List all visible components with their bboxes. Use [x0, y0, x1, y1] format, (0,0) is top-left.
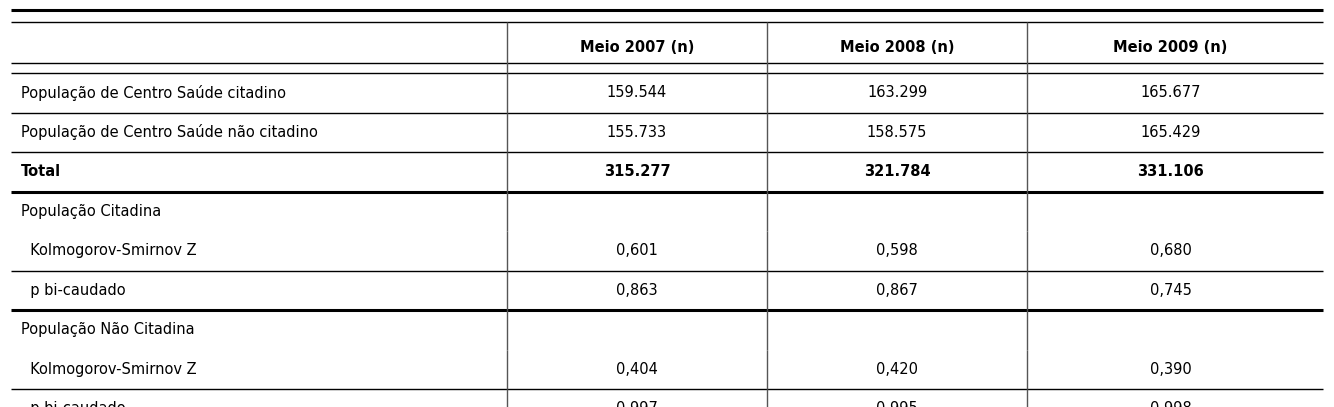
Text: 155.733: 155.733: [607, 125, 667, 140]
Text: Meio 2007 (n): Meio 2007 (n): [580, 40, 694, 55]
Text: População de Centro Saúde citadino: População de Centro Saúde citadino: [21, 85, 287, 101]
Text: 0,404: 0,404: [616, 362, 658, 377]
Text: 0,995: 0,995: [876, 401, 918, 407]
Text: Meio 2009 (n): Meio 2009 (n): [1114, 40, 1227, 55]
Text: p bi-caudado: p bi-caudado: [21, 401, 125, 407]
Text: 331.106: 331.106: [1137, 164, 1205, 179]
Text: População de Centro Saúde não citadino: População de Centro Saúde não citadino: [21, 125, 319, 140]
Text: 165.429: 165.429: [1141, 125, 1201, 140]
Text: 315.277: 315.277: [604, 164, 670, 179]
Text: 163.299: 163.299: [867, 85, 927, 101]
Text: 0,680: 0,680: [1150, 243, 1191, 258]
Text: 0,745: 0,745: [1150, 283, 1191, 298]
Text: 165.677: 165.677: [1141, 85, 1201, 101]
Text: Kolmogorov-Smirnov Z: Kolmogorov-Smirnov Z: [21, 243, 197, 258]
Text: População Não Citadina: População Não Citadina: [21, 322, 195, 337]
Text: Total: Total: [21, 164, 61, 179]
Text: 0,390: 0,390: [1150, 362, 1191, 377]
Text: Kolmogorov-Smirnov Z: Kolmogorov-Smirnov Z: [21, 362, 197, 377]
Text: 0,997: 0,997: [616, 401, 658, 407]
Text: 158.575: 158.575: [867, 125, 927, 140]
Text: 0,601: 0,601: [616, 243, 658, 258]
Text: p bi-caudado: p bi-caudado: [21, 283, 125, 298]
Text: População Citadina: População Citadina: [21, 204, 161, 219]
Text: 0,598: 0,598: [876, 243, 918, 258]
Text: 159.544: 159.544: [607, 85, 667, 101]
Text: 0,863: 0,863: [616, 283, 658, 298]
Text: 0,998: 0,998: [1150, 401, 1191, 407]
Text: 321.784: 321.784: [864, 164, 930, 179]
Text: 0,420: 0,420: [876, 362, 918, 377]
Text: 0,867: 0,867: [876, 283, 918, 298]
Text: Meio 2008 (n): Meio 2008 (n): [840, 40, 954, 55]
